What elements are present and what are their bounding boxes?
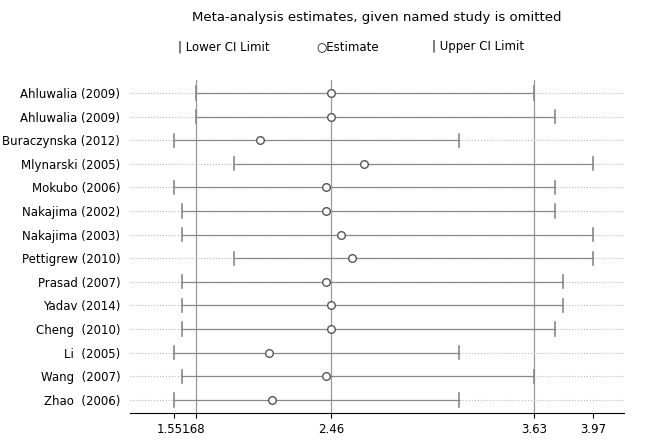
Text: ○Estimate: ○Estimate bbox=[317, 40, 379, 53]
Text: Meta-analysis estimates, given named study is omitted: Meta-analysis estimates, given named stu… bbox=[192, 11, 562, 24]
Text: | Upper CI Limit: | Upper CI Limit bbox=[432, 40, 524, 53]
Text: | Lower CI Limit: | Lower CI Limit bbox=[179, 40, 270, 53]
